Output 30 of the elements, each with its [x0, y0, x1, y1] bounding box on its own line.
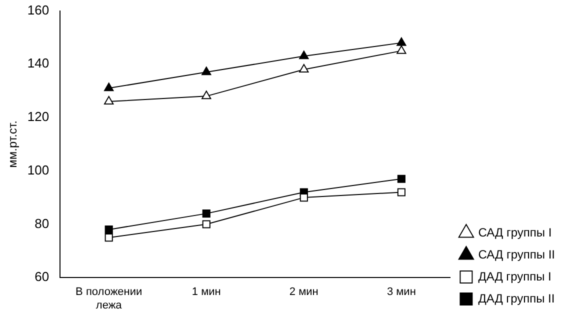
point [396, 45, 406, 54]
point [202, 210, 210, 218]
point [104, 234, 113, 242]
x-tick-label: 2 мин [289, 286, 318, 298]
legend-label: САД группы I [478, 225, 552, 240]
y-tick-label: 160 [27, 2, 50, 18]
legend-label: ДАД группы II [478, 291, 555, 306]
y-tick-label: 80 [34, 216, 50, 231]
legend-label: САД группы II [478, 247, 556, 262]
y-tick-label: 120 [27, 109, 50, 124]
y-axis-title: мм.рт.ст. [6, 120, 20, 168]
point [202, 66, 212, 76]
x-tick-label: 1 мин [192, 286, 221, 298]
point [299, 64, 309, 72]
point [397, 174, 406, 183]
legend-label: ДАД группы I [478, 269, 552, 284]
point [202, 220, 210, 228]
x-tick-label: 3 мин [386, 286, 416, 298]
x-tick-label: В положении лежа [76, 286, 142, 312]
point [299, 50, 309, 60]
y-tick-label: 140 [27, 56, 50, 71]
y-tick-label: 60 [34, 269, 50, 284]
point [300, 194, 308, 202]
point [104, 96, 114, 105]
point [202, 90, 212, 100]
point [104, 226, 113, 234]
point [104, 82, 114, 92]
y-tick-label: 100 [27, 162, 50, 178]
point [396, 37, 406, 46]
point [397, 188, 406, 196]
